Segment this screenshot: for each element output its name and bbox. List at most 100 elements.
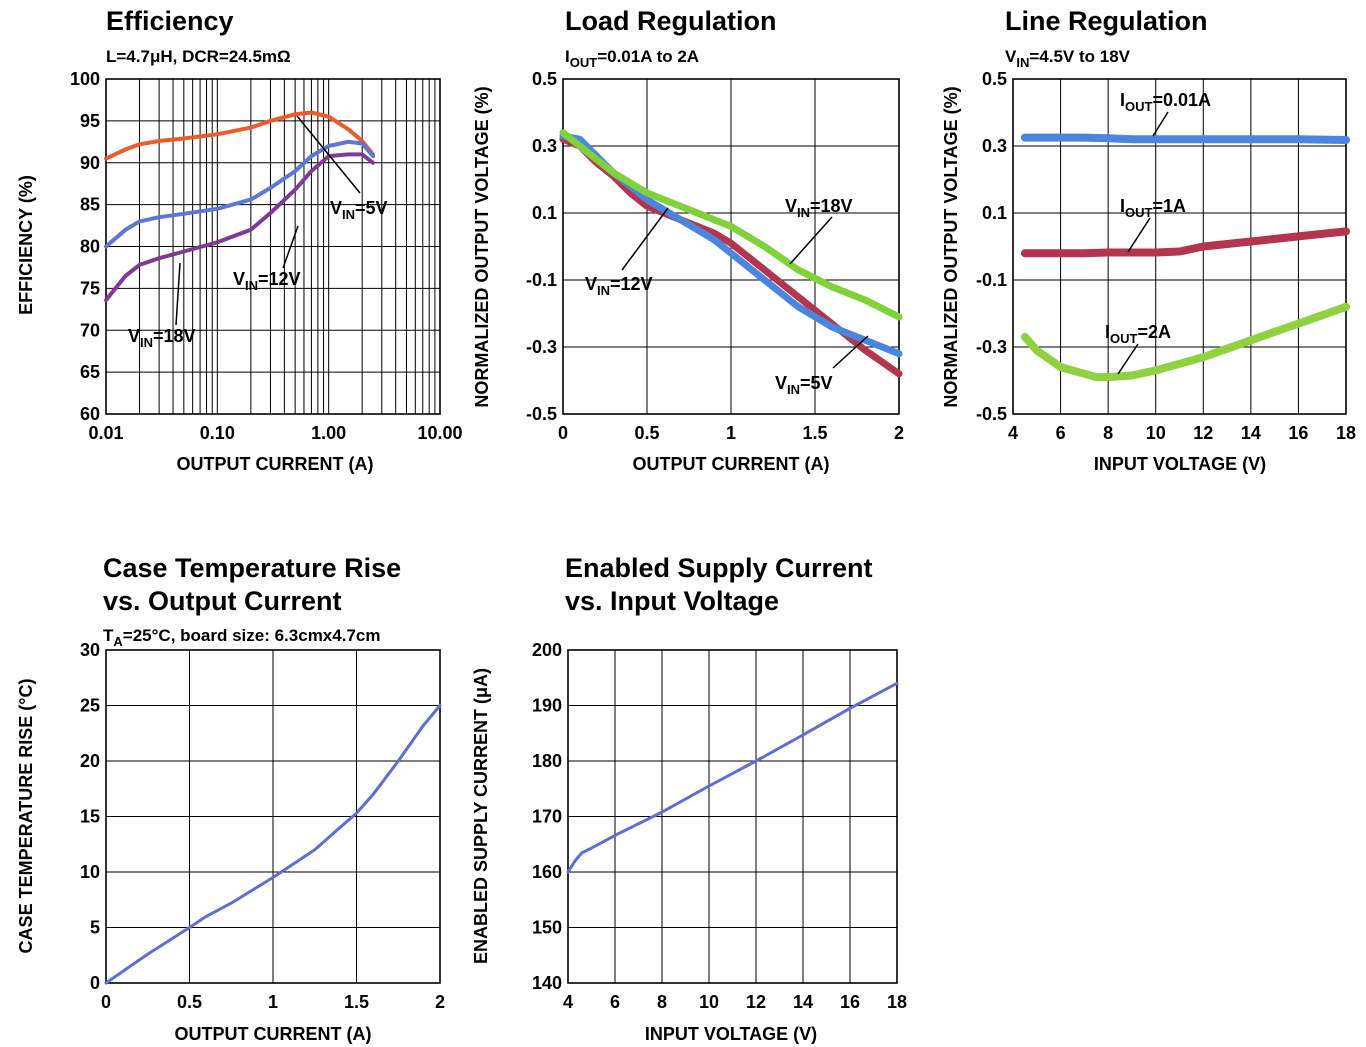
supply-current-tick-labels: 4 6 8 10 12 14 16 18 140 150 160 170 180 190 200 <box>532 640 907 1012</box>
supply-current-x-tick-label: 4 <box>563 992 573 1012</box>
line-regulation-y-tick-label: -0.5 <box>976 404 1007 424</box>
line-regulation-x-tick-label: 4 <box>1008 423 1018 443</box>
efficiency-annotation-vin-5v: VIN=5V <box>330 198 388 222</box>
efficiency-line-vin-18v <box>104 152 375 303</box>
supply-current-series <box>566 681 899 874</box>
line-regulation-x-tick-label: 18 <box>1336 423 1356 443</box>
line-regulation-y-tick-label: -0.1 <box>976 270 1007 290</box>
supply-current-y-axis-label: ENABLED SUPPLY CURRENT (μA) <box>471 668 491 964</box>
load-regulation-x-tick-label: 1.5 <box>802 423 827 443</box>
supply-current-x-tick-label: 18 <box>887 992 907 1012</box>
load-regulation-subtitle: IOUT=0.01A to 2A <box>565 47 699 70</box>
load-regulation-y-tick-label: 0.5 <box>532 69 557 89</box>
line-regulation-subtitle: VIN=4.5V to 18V <box>1005 47 1131 70</box>
efficiency-tick-labels: 0.01 0.10 1.00 10.00 60 65 70 75 80 85 90 95 100 <box>70 69 463 443</box>
case-temperature-x-tick-label: 1 <box>268 992 278 1012</box>
line-regulation-grid <box>1012 78 1347 415</box>
supply-current-title-line2: vs. Input Voltage <box>565 586 779 616</box>
case-temperature-line-series-0 <box>104 704 442 985</box>
case-temperature-title-line1: Case Temperature Rise <box>103 553 401 583</box>
line-regulation-y-tick-label: 0.1 <box>982 203 1007 223</box>
line-regulation-x-tick-label: 10 <box>1146 423 1166 443</box>
efficiency-annotation-vin-12v: VIN=12V <box>233 269 301 293</box>
efficiency-y-tick-label: 75 <box>80 278 100 298</box>
supply-current-y-tick-label: 190 <box>532 696 562 716</box>
case-temperature-y-tick-label: 30 <box>80 640 100 660</box>
efficiency-annotations: VIN=5V VIN=12V VIN=18V <box>128 115 388 350</box>
efficiency-y-tick-label: 100 <box>70 69 100 89</box>
line-regulation-chart: Line Regulation VIN=4.5V to 18V 4 6 8 10 12 1… <box>941 6 1356 474</box>
supply-current-y-tick-label: 150 <box>532 918 562 938</box>
case-temperature-y-tick-label: 15 <box>80 807 100 827</box>
load-regulation-y-tick-label: -0.1 <box>526 270 557 290</box>
line-regulation-line-iout-0-01a <box>1020 133 1350 144</box>
efficiency-leader-18v <box>175 262 181 326</box>
efficiency-leader-12v <box>282 225 299 269</box>
load-regulation-title: Load Regulation <box>565 6 777 36</box>
line-regulation-y-tick-label: -0.3 <box>976 337 1007 357</box>
supply-current-grid <box>567 649 898 984</box>
load-regulation-x-tick-label: 2 <box>894 423 904 443</box>
efficiency-x-tick-label: 0.10 <box>200 423 235 443</box>
case-temperature-grid <box>105 649 441 984</box>
case-temperature-x-tick-label: 0 <box>101 992 111 1012</box>
efficiency-y-tick-label: 80 <box>80 237 100 257</box>
line-regulation-x-tick-label: 8 <box>1103 423 1113 443</box>
load-regulation-x-axis-label: OUTPUT CURRENT (A) <box>633 454 830 474</box>
supply-current-x-tick-label: 6 <box>610 992 620 1012</box>
supply-current-y-tick-label: 200 <box>532 640 562 660</box>
load-regulation-x-tick-label: 0.5 <box>634 423 659 443</box>
efficiency-title: Efficiency <box>106 6 234 36</box>
load-regulation-y-tick-label: -0.3 <box>526 337 557 357</box>
supply-current-y-tick-label: 140 <box>532 973 562 993</box>
load-regulation-leader-5v <box>832 335 869 369</box>
line-regulation-x-tick-label: 12 <box>1193 423 1213 443</box>
load-regulation-leader-18v <box>789 216 833 265</box>
efficiency-y-tick-label: 90 <box>80 153 100 173</box>
supply-current-x-tick-label: 14 <box>793 992 813 1012</box>
efficiency-grid <box>105 78 441 415</box>
line-regulation-annotation-iout-2a: IOUT=2A <box>1105 322 1171 346</box>
line-regulation-x-tick-label: 6 <box>1056 423 1066 443</box>
efficiency-y-tick-label: 60 <box>80 404 100 424</box>
line-regulation-leader-1a <box>1127 217 1151 253</box>
case-temperature-y-tick-label: 10 <box>80 862 100 882</box>
line-regulation-y-tick-label: 0.3 <box>982 136 1007 156</box>
efficiency-y-axis-label: EFFICIENCY (%) <box>16 175 36 315</box>
line-regulation-x-tick-label: 14 <box>1241 423 1261 443</box>
supply-current-x-tick-label: 12 <box>746 992 766 1012</box>
efficiency-series <box>104 110 375 303</box>
efficiency-annotation-vin-18v: VIN=18V <box>128 326 196 350</box>
efficiency-y-tick-label: 70 <box>80 320 100 340</box>
case-temperature-y-tick-label: 0 <box>90 973 100 993</box>
efficiency-x-tick-label: 10.00 <box>417 423 462 443</box>
load-regulation-annotation-vin-18v: VIN=18V <box>785 196 853 220</box>
efficiency-x-axis-label: OUTPUT CURRENT (A) <box>177 454 374 474</box>
load-regulation-y-tick-label: 0.3 <box>532 136 557 156</box>
efficiency-y-tick-label: 85 <box>80 195 100 215</box>
supply-current-x-tick-label: 10 <box>699 992 719 1012</box>
case-temperature-y-axis-label: CASE TEMPERATURE RISE (°C) <box>16 679 36 954</box>
supply-current-chart: Enabled Supply Current vs. Input Voltage… <box>471 553 907 1044</box>
line-regulation-y-axis-label: NORMALIZED OUTPUT VOLTAGE (%) <box>941 86 961 407</box>
load-regulation-annotation-vin-12v: VIN=12V <box>585 274 653 298</box>
case-temperature-subtitle: TA=25°C, board size: 6.3cmx4.7cm <box>103 626 380 649</box>
case-temperature-title-line2: vs. Output Current <box>103 586 342 616</box>
line-regulation-y-tick-label: 0.5 <box>982 69 1007 89</box>
supply-current-x-axis-label: INPUT VOLTAGE (V) <box>645 1024 817 1044</box>
supply-current-line-series-0 <box>566 681 899 874</box>
efficiency-subtitle: L=4.7μH, DCR=24.5mΩ <box>106 47 291 66</box>
supply-current-y-tick-label: 180 <box>532 751 562 771</box>
load-regulation-chart: Load Regulation IOUT=0.01A to 2A 0 0.5 1 1.… <box>472 6 904 474</box>
efficiency-x-tick-label: 0.01 <box>88 423 123 443</box>
case-temperature-x-tick-label: 0.5 <box>177 992 202 1012</box>
load-regulation-x-tick-label: 0 <box>558 423 568 443</box>
line-regulation-series <box>1020 133 1350 382</box>
load-regulation-annotations: VIN=18V VIN=12V VIN=5V <box>585 196 869 397</box>
efficiency-line-vin-12v <box>104 139 375 249</box>
line-regulation-x-tick-label: 16 <box>1288 423 1308 443</box>
line-regulation-title: Line Regulation <box>1005 6 1208 36</box>
line-regulation-leader-001a <box>1152 111 1169 137</box>
load-regulation-tick-labels: 0 0.5 1 1.5 2 -0.5 -0.3 -0.1 0.1 0.3 0.5 <box>526 69 904 443</box>
case-temperature-y-tick-label: 5 <box>90 918 100 938</box>
